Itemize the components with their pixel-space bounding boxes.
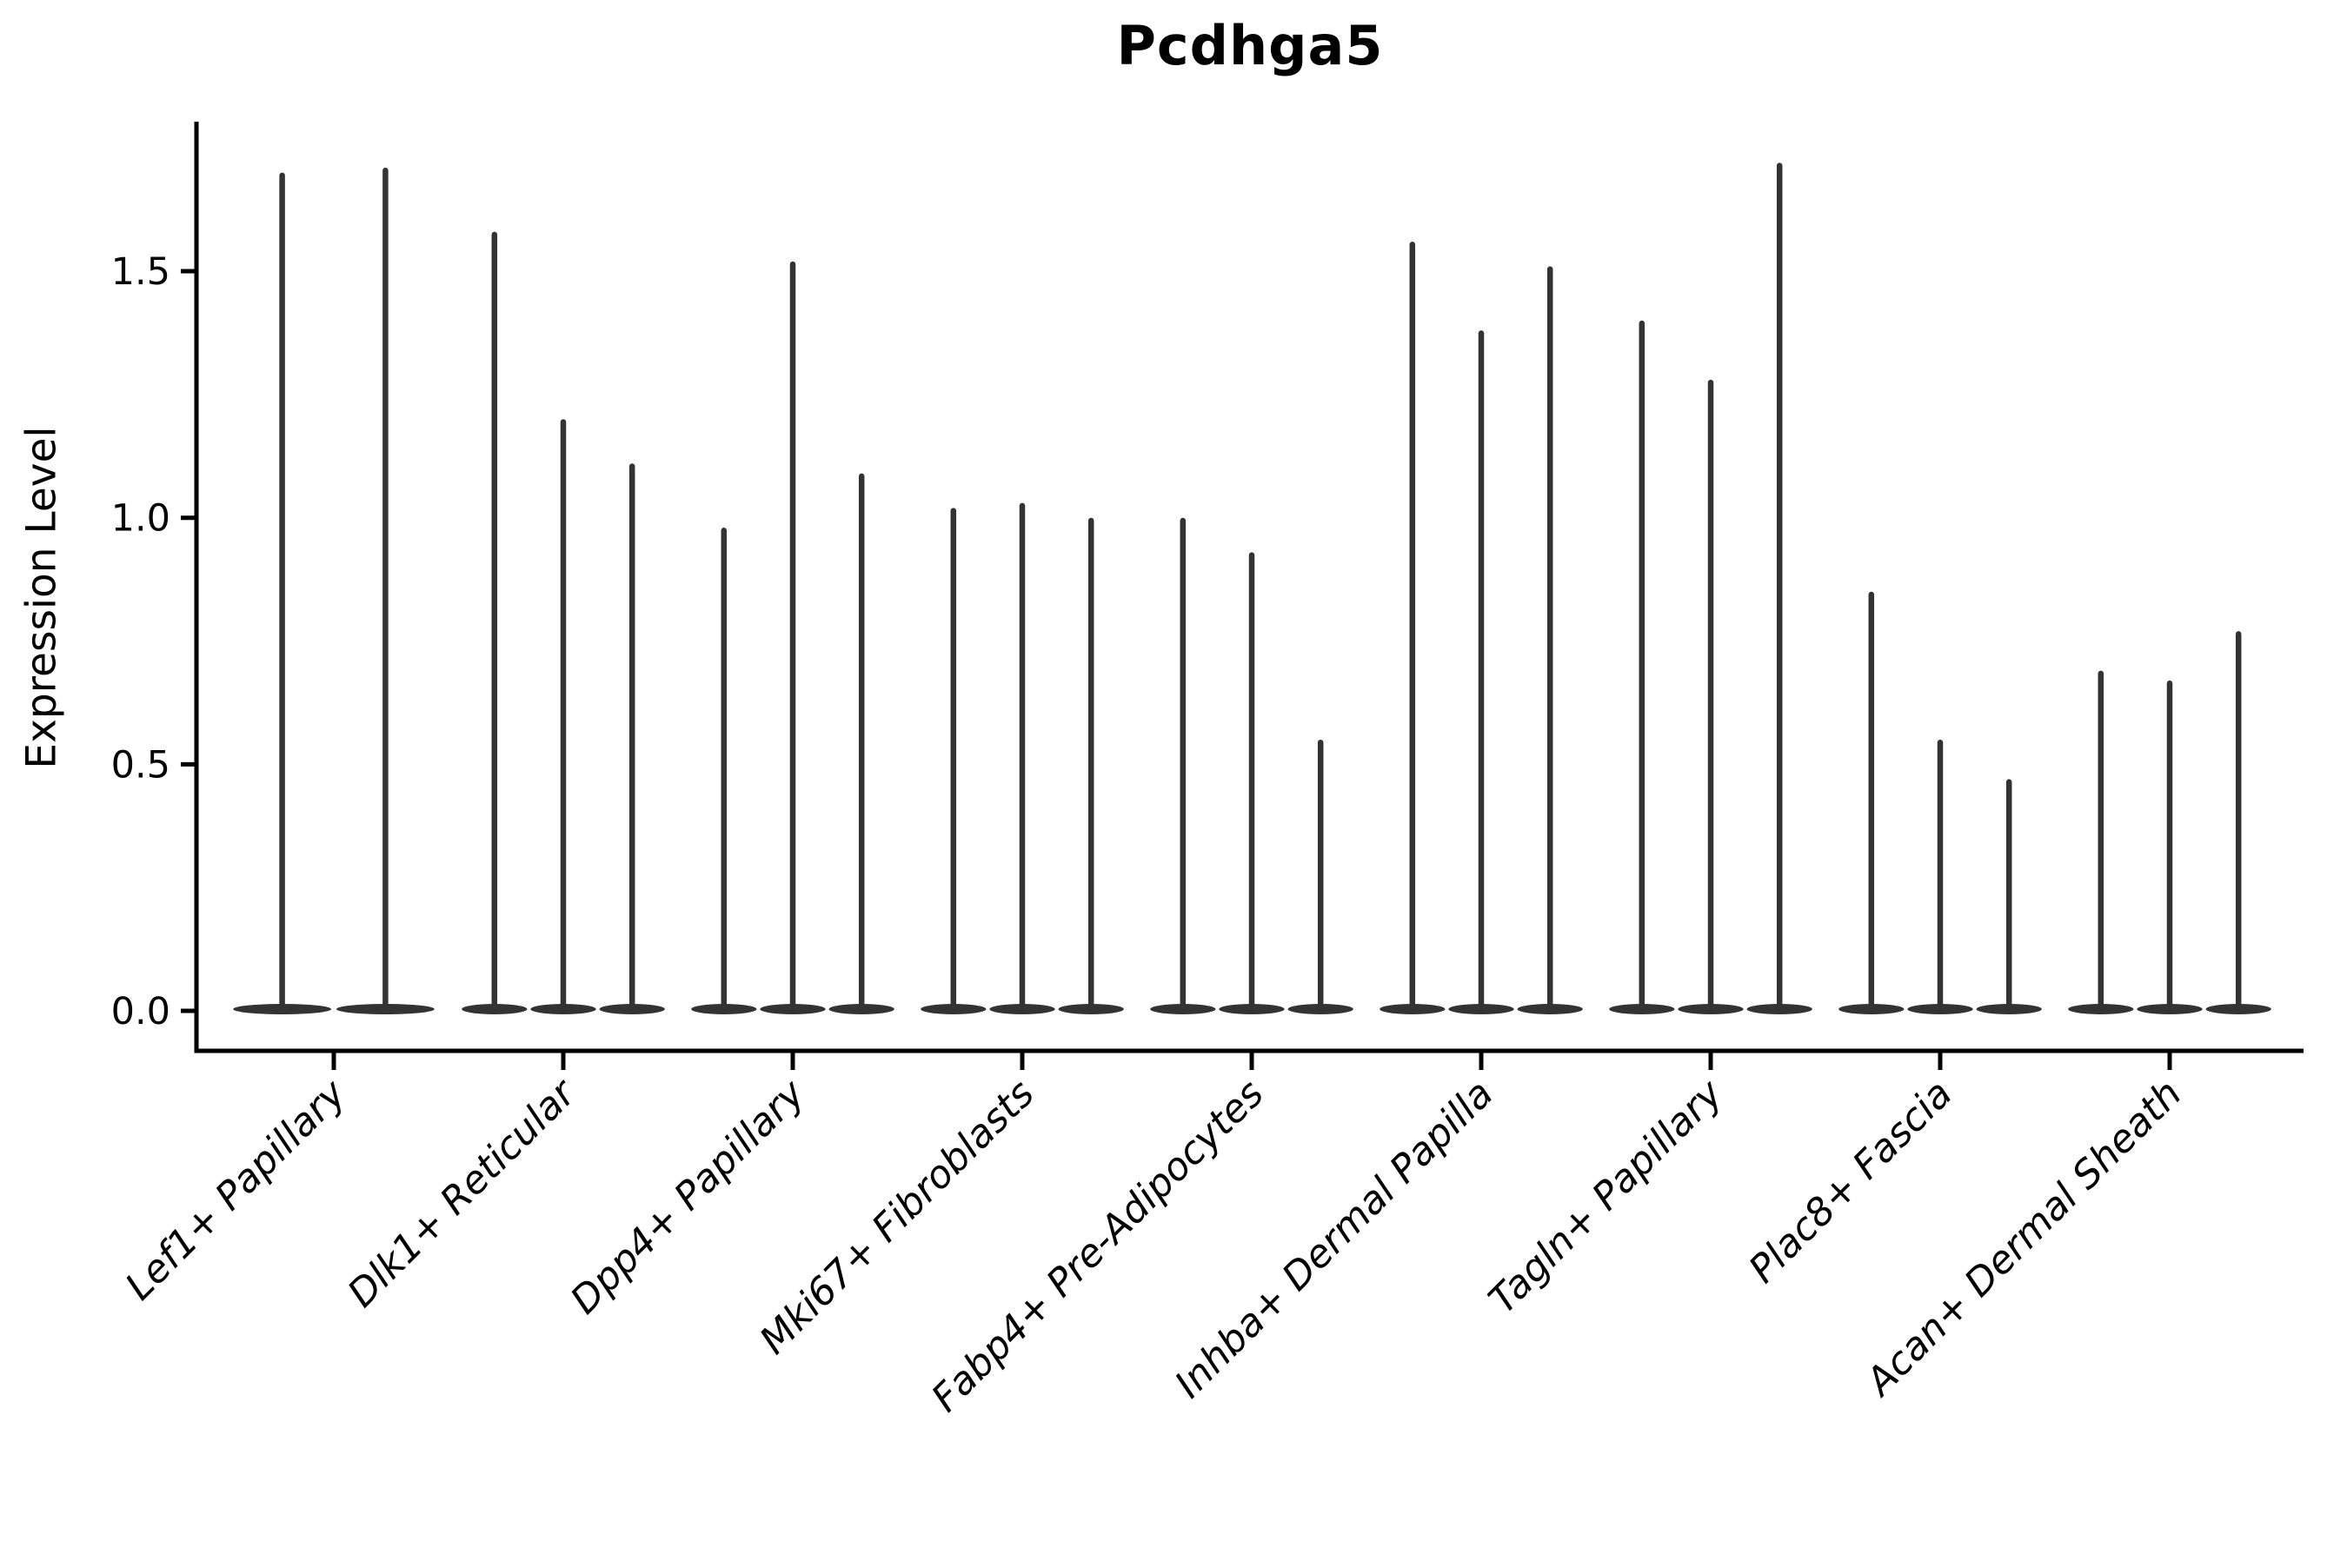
y-tick-label: 0.0 bbox=[111, 990, 170, 1033]
violin-spike bbox=[1707, 379, 1714, 1010]
violin bbox=[1448, 330, 1514, 1014]
violin bbox=[1287, 739, 1353, 1014]
y-tick-label: 0.5 bbox=[111, 743, 170, 787]
violin bbox=[2068, 670, 2134, 1014]
violin bbox=[1380, 242, 1446, 1014]
violin-spike bbox=[382, 167, 389, 1010]
violin-base bbox=[828, 1004, 894, 1014]
violin-spike bbox=[721, 528, 728, 1009]
violin bbox=[599, 463, 665, 1014]
x-tick-label: Dpp4+ Papillary bbox=[562, 1071, 814, 1323]
y-tick-label: 1.0 bbox=[111, 497, 170, 541]
violin-spike bbox=[1180, 517, 1187, 1009]
violin-spike bbox=[1776, 163, 1783, 1009]
violin-spike bbox=[491, 231, 498, 1009]
violin-spike bbox=[789, 261, 796, 1010]
violin-spike bbox=[2005, 779, 2012, 1009]
violin bbox=[691, 528, 757, 1014]
violin-spike bbox=[279, 172, 285, 1010]
violin-spike bbox=[1019, 502, 1026, 1009]
violin-spike bbox=[1248, 552, 1255, 1009]
violin bbox=[989, 502, 1055, 1014]
violin bbox=[530, 419, 596, 1014]
y-tick-label: 1.5 bbox=[111, 250, 170, 294]
x-tick-label: Plac8+ Fascia bbox=[1740, 1072, 1960, 1292]
violin-spike bbox=[2098, 670, 2104, 1009]
violin bbox=[233, 172, 332, 1014]
violin bbox=[921, 508, 987, 1014]
violin-spike bbox=[858, 473, 865, 1009]
violin-base bbox=[2205, 1004, 2271, 1014]
violin-base bbox=[2068, 1004, 2134, 1014]
violin-spike bbox=[560, 419, 567, 1009]
violin bbox=[2205, 631, 2271, 1014]
x-tick-label: Tagln+ Papillary bbox=[1480, 1071, 1732, 1322]
violin-spike bbox=[2166, 680, 2173, 1009]
violin bbox=[1609, 320, 1675, 1014]
violin bbox=[1517, 266, 1583, 1014]
violin-spike bbox=[2235, 631, 2242, 1009]
violin-base bbox=[336, 1004, 435, 1014]
violin-base bbox=[233, 1004, 332, 1014]
violin bbox=[1678, 379, 1744, 1014]
violin bbox=[1150, 517, 1216, 1014]
chart-title: Pcdhga5 bbox=[1116, 14, 1384, 77]
violin bbox=[1219, 552, 1285, 1014]
violin-spike bbox=[950, 508, 957, 1009]
x-tick-label: Dlk1+ Reticular bbox=[339, 1070, 585, 1316]
violin-spike bbox=[1546, 266, 1553, 1009]
violin-spike bbox=[1868, 591, 1875, 1009]
violin-spike bbox=[1317, 739, 1324, 1009]
violin-base bbox=[1838, 1004, 1905, 1014]
violin bbox=[1838, 591, 1905, 1014]
violin-spike bbox=[628, 463, 635, 1009]
violin-spike bbox=[1478, 330, 1485, 1010]
violin-spike bbox=[1639, 320, 1646, 1009]
violin-spike bbox=[1087, 517, 1094, 1009]
violin bbox=[1907, 739, 1973, 1014]
violin bbox=[828, 473, 894, 1014]
violin bbox=[760, 261, 826, 1014]
violin-spike bbox=[1937, 739, 1944, 1009]
violin bbox=[462, 231, 528, 1014]
violin-base bbox=[1976, 1004, 2042, 1014]
violin-spike bbox=[1409, 242, 1416, 1010]
violin bbox=[1976, 779, 2042, 1014]
y-axis-label: Expression Level bbox=[17, 426, 66, 769]
violin bbox=[2137, 680, 2203, 1014]
violin bbox=[1746, 163, 1812, 1014]
x-tick-label: Lef1+ Papillary bbox=[117, 1071, 356, 1309]
violin bbox=[1058, 517, 1124, 1014]
violin bbox=[336, 167, 435, 1014]
